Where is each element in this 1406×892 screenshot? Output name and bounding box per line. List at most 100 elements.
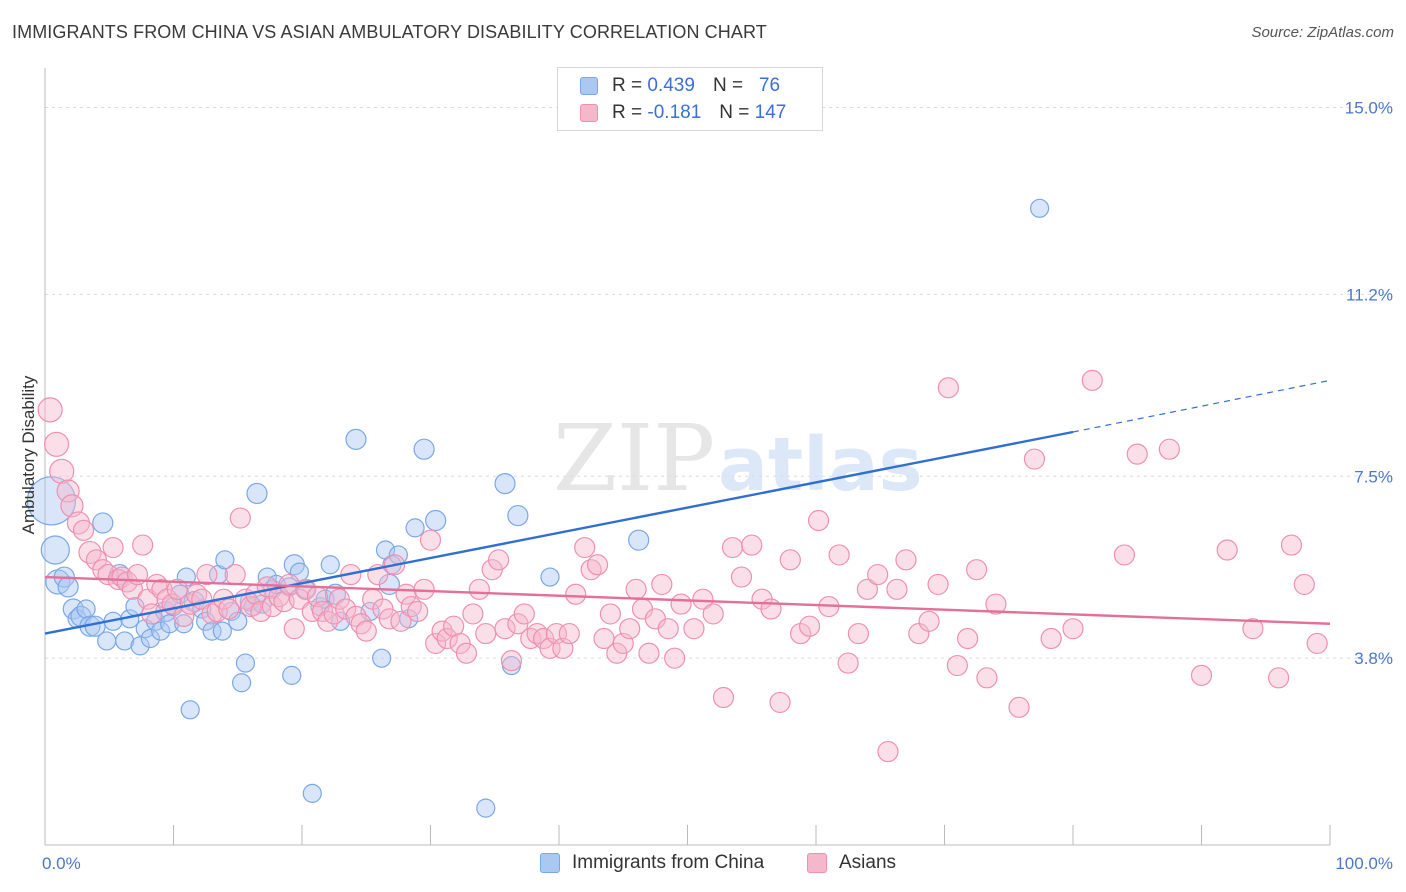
point-asians <box>1190 664 1213 686</box>
point-asians <box>419 529 442 551</box>
point-asians <box>1280 534 1303 556</box>
point-asians <box>1242 618 1264 640</box>
point-asians <box>60 494 84 518</box>
point-asians <box>1267 667 1290 689</box>
source-label: Source: ZipAtlas.com <box>1251 24 1394 41</box>
series-swatch-china <box>540 853 560 873</box>
point-asians <box>229 507 251 529</box>
point-china <box>405 518 425 538</box>
point-asians <box>102 536 124 559</box>
point-asians <box>837 652 859 674</box>
axis-labels: 3.8% 7.5% 11.2% 15.0% 0.0% 100.0% Ambulatory D… <box>19 99 1393 874</box>
point-asians <box>72 519 95 541</box>
point-asians <box>151 578 173 600</box>
point-asians <box>985 593 1007 615</box>
y-tick-label: 11.2% <box>1346 285 1393 304</box>
point-asians <box>769 691 791 714</box>
point-china <box>282 665 302 685</box>
point-asians <box>721 536 744 559</box>
point-asians <box>240 595 262 618</box>
point-china <box>180 700 200 720</box>
point-asians <box>619 618 641 640</box>
point-china <box>57 576 79 598</box>
legend-swatch-china <box>580 77 598 95</box>
point-asians <box>1158 438 1180 460</box>
point-china <box>413 438 435 460</box>
watermark-zip: ZIP <box>553 405 715 512</box>
point-asians <box>574 536 596 559</box>
y-axis-title: Ambulatory Disability <box>19 375 38 534</box>
point-china <box>246 482 268 505</box>
point-asians <box>807 509 830 532</box>
point-china <box>507 504 529 527</box>
point-china <box>97 631 117 651</box>
legend-n-value: 76 <box>758 75 781 96</box>
point-asians <box>895 549 917 571</box>
point-asians <box>1306 632 1328 655</box>
point-china <box>372 648 392 668</box>
point-china <box>345 428 367 450</box>
legend-n-value: 147 <box>754 102 787 123</box>
trend-line-asians <box>44 575 1331 625</box>
trend-lines <box>44 379 1331 635</box>
chart-title: IMMIGRANTS FROM CHINA VS ASIAN AMBULATOR… <box>12 22 767 42</box>
series-legend-label: Immigrants from China <box>572 852 765 873</box>
x-tick-label: 100.0% <box>1335 854 1393 873</box>
correlation-legend: R = 0.439 N = 76 R = -0.181 N = 147 <box>557 67 823 131</box>
point-asians <box>413 578 435 600</box>
point-asians <box>651 573 673 596</box>
legend-r-label: R = <box>612 102 643 123</box>
point-china <box>425 509 447 532</box>
watermark: ZIP atlas <box>553 405 923 512</box>
point-asians <box>425 632 447 655</box>
series-legend-label: Asians <box>839 852 897 873</box>
legend-swatch-asians <box>580 104 598 122</box>
point-asians <box>599 603 622 625</box>
point-china <box>76 599 96 619</box>
point-asians <box>683 618 705 640</box>
point-asians <box>468 578 490 600</box>
point-asians <box>500 650 523 672</box>
point-china <box>115 631 135 651</box>
point-asians <box>856 578 879 600</box>
point-asians <box>494 618 516 640</box>
point-asians <box>657 618 679 640</box>
point-asians <box>741 534 763 556</box>
legend-r-value: 0.439 <box>647 75 695 96</box>
point-asians <box>702 603 724 625</box>
point-asians <box>1008 696 1030 718</box>
point-china <box>320 555 340 575</box>
point-china <box>494 473 516 495</box>
point-china <box>235 653 256 673</box>
point-asians <box>966 559 988 581</box>
series-legend-asians[interactable]: Asians <box>807 852 896 874</box>
series-legend-china[interactable]: Immigrants from China <box>540 852 764 874</box>
point-china <box>202 621 222 641</box>
point-asians <box>132 534 154 556</box>
point-china <box>302 783 322 803</box>
series-legend: Immigrants from China Asians <box>0 852 1406 878</box>
point-asians <box>475 622 497 645</box>
point-asians <box>558 622 580 645</box>
point-asians <box>1062 618 1084 640</box>
point-china <box>140 628 160 649</box>
watermark-atlas: atlas <box>718 422 923 508</box>
point-asians <box>730 566 753 588</box>
point-asians <box>847 622 870 645</box>
point-china <box>628 529 650 551</box>
legend-row-china: R = 0.439 N = 76 <box>580 74 780 98</box>
point-china <box>232 673 252 693</box>
point-asians <box>462 603 484 625</box>
point-asians <box>1126 443 1148 465</box>
point-asians <box>867 563 889 586</box>
gridlines <box>45 107 1392 659</box>
point-asians <box>1293 573 1315 596</box>
point-asians <box>957 627 979 650</box>
point-asians <box>436 627 458 650</box>
point-asians <box>455 642 478 664</box>
point-asians <box>625 578 647 600</box>
legend-n-label: N = <box>712 75 744 96</box>
point-asians <box>49 458 75 484</box>
point-asians <box>664 647 686 669</box>
